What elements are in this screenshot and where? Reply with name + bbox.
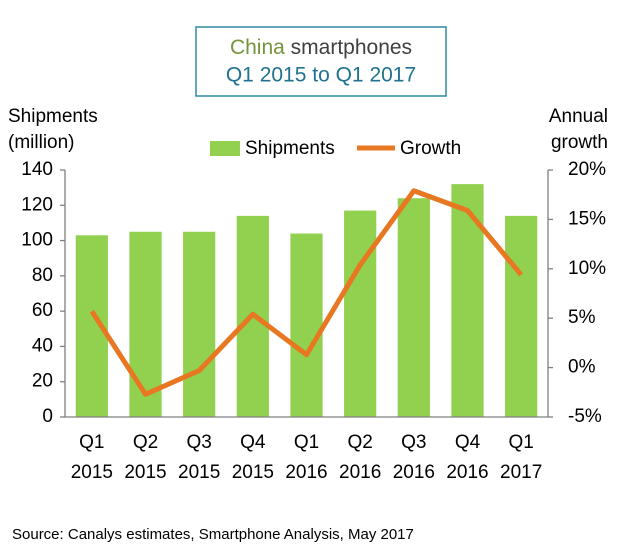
x-tick-label: 2015 [178, 462, 220, 483]
y-tick-label: 120 [21, 194, 53, 215]
x-tick-label: Q1 [508, 432, 533, 453]
y2-tick-label: 5% [568, 307, 596, 328]
chart-subtitle: Q1 2015 to Q1 2017 [226, 64, 416, 87]
y-tick-label: 100 [21, 230, 53, 251]
x-tick-label: Q3 [186, 432, 211, 453]
x-tick-label: Q4 [455, 432, 481, 453]
title-box [195, 26, 447, 97]
chart-title: China smartphones [230, 36, 412, 59]
bar [397, 198, 430, 417]
x-tick-label: 2016 [446, 462, 488, 483]
x-tick-label: Q2 [133, 432, 158, 453]
bar [505, 215, 538, 417]
y2-axis-label: Annual [549, 106, 608, 127]
legend-swatch [210, 141, 240, 156]
source-note: Source: Canalys estimates, Smartphone An… [12, 526, 414, 543]
y2-axis-label: growth [551, 132, 608, 153]
x-tick-label: 2015 [71, 462, 113, 483]
y2-tick-label: -5% [568, 406, 602, 427]
x-tick-label: 2016 [393, 462, 435, 483]
y2-tick-label: 15% [568, 208, 606, 229]
bar [129, 231, 162, 417]
title-part: China [230, 36, 285, 59]
title-part: smartphones [291, 36, 412, 59]
line-series [89, 188, 524, 397]
y2-tick-label: 10% [568, 258, 606, 279]
y2-tick-label: 0% [568, 357, 596, 378]
bar [344, 210, 377, 417]
y-tick-label: 80 [32, 265, 53, 286]
x-tick-label: 2015 [124, 462, 166, 483]
x-tick-label: 2015 [232, 462, 274, 483]
x-tick-label: Q1 [294, 432, 319, 453]
y-tick-label: 140 [21, 159, 53, 180]
bar [183, 231, 216, 417]
y-tick-label: 40 [32, 335, 53, 356]
x-tick-label: 2016 [285, 462, 327, 483]
x-tick-label: Q3 [401, 432, 426, 453]
y-axis-label: (million) [8, 132, 75, 153]
bar [290, 233, 323, 417]
x-tick-label: 2016 [339, 462, 381, 483]
legend-label: Growth [400, 138, 461, 159]
x-tick-label: Q2 [347, 432, 372, 453]
y2-tick-label: 20% [568, 159, 606, 180]
x-tick-label: Q4 [240, 432, 266, 453]
x-tick-label: 2017 [500, 462, 542, 483]
legend-label: Shipments [245, 138, 335, 159]
bar [451, 184, 484, 417]
x-tick-label: Q1 [79, 432, 104, 453]
y-tick-label: 0 [42, 406, 53, 427]
y-tick-label: 60 [32, 300, 53, 321]
y-tick-label: 20 [32, 371, 53, 392]
y-axis-label: Shipments [8, 106, 98, 127]
